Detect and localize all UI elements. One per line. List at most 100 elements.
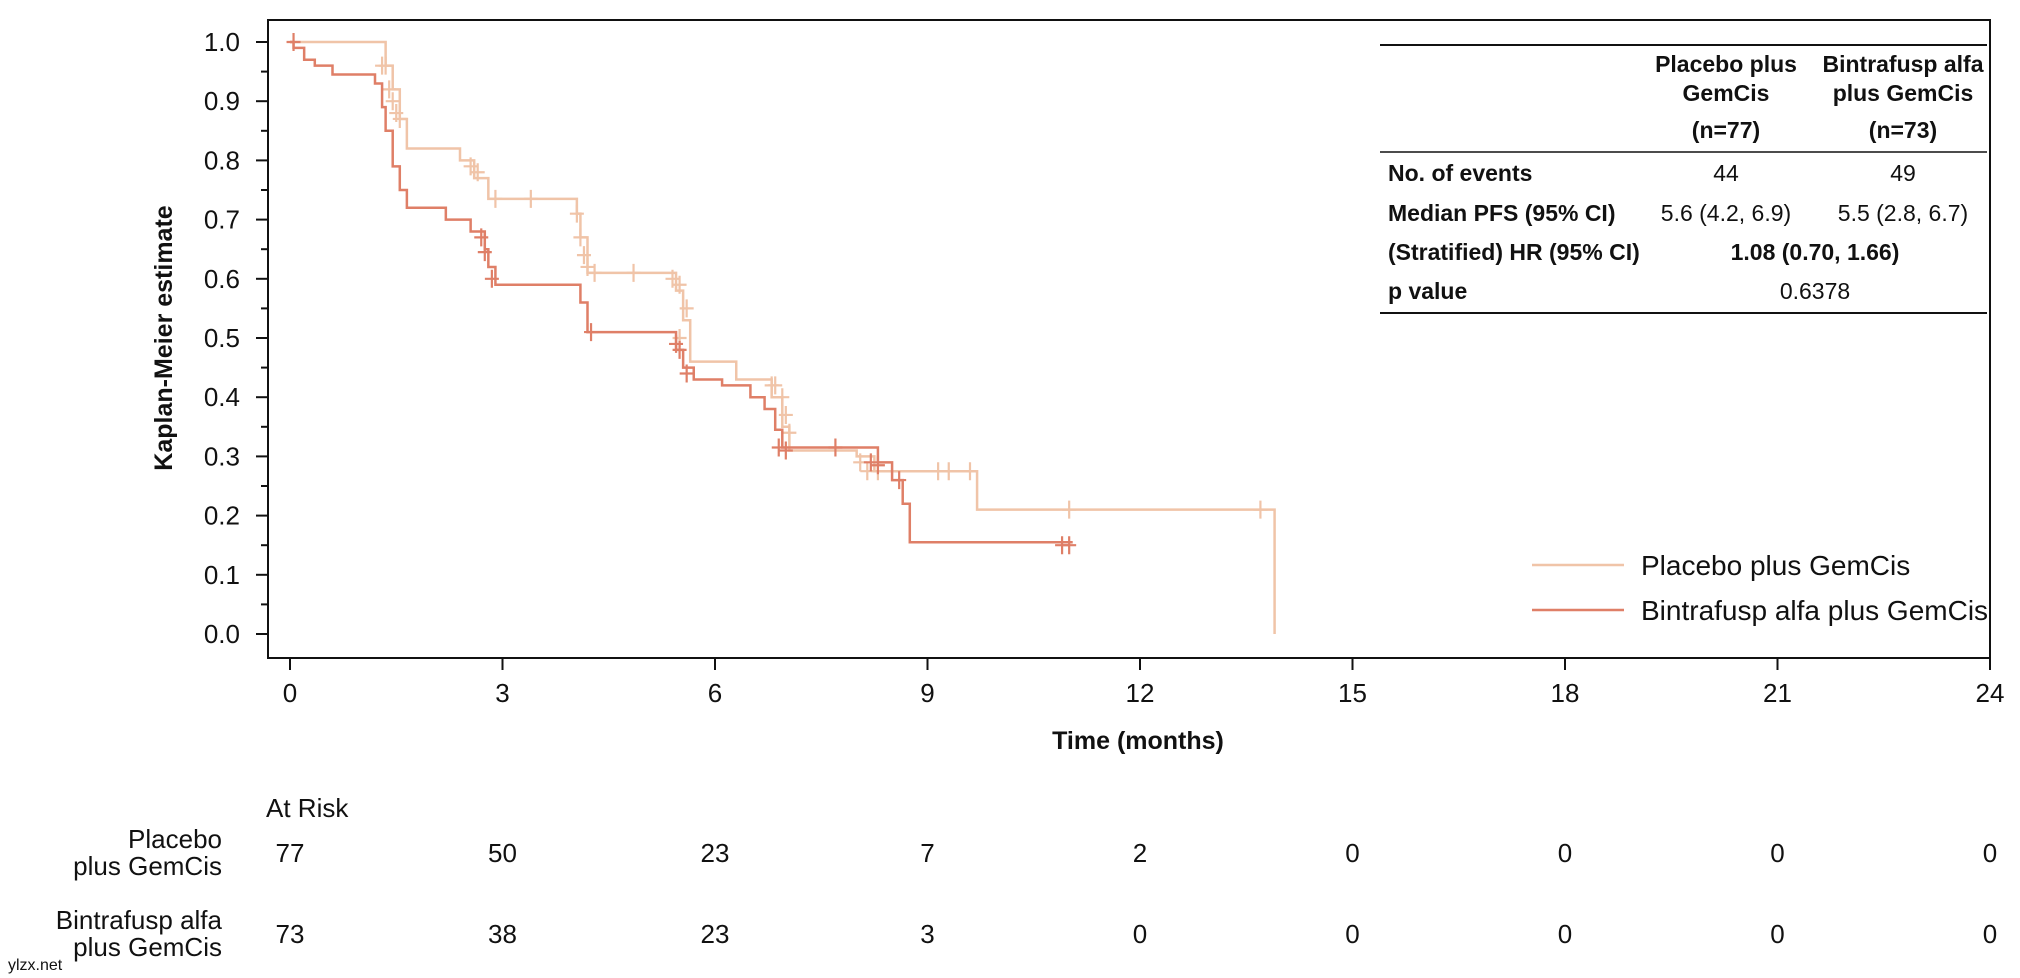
x-tick-label: 15 xyxy=(1338,678,1367,708)
table-row-hr-value: 1.08 (0.70, 1.66) xyxy=(1731,239,1900,265)
y-tick-label: 0.7 xyxy=(204,205,240,235)
at-risk-value: 77 xyxy=(276,838,305,868)
at-risk-value: 0 xyxy=(1770,838,1784,868)
censor-mark xyxy=(679,364,694,383)
censor-mark xyxy=(470,163,485,182)
at-risk-label-bintrafusp-line2: plus GemCis xyxy=(73,932,222,962)
table-col2-header-line1: Bintrafusp alfa xyxy=(1822,51,1983,77)
x-axis-title: Time (months) xyxy=(1052,727,1224,755)
censor-mark xyxy=(286,33,301,51)
at-risk-value: 0 xyxy=(1558,919,1572,949)
at-risk-label-placebo-line2: plus GemCis xyxy=(73,851,222,881)
censor-mark xyxy=(584,323,599,342)
table-row-median-bintrafusp: 5.5 (2.8, 6.7) xyxy=(1838,200,1968,226)
censor-mark xyxy=(576,246,591,265)
censor-mark xyxy=(569,204,584,223)
series-placebo xyxy=(290,40,1276,634)
table-row-hr-label: (Stratified) HR (95% CI) xyxy=(1388,239,1640,265)
at-risk-value: 50 xyxy=(488,838,517,868)
censor-mark xyxy=(828,438,843,457)
stats-table: Placebo plus GemCis (n=77) Bintrafusp al… xyxy=(1380,44,1987,314)
table-row-events-bintrafusp: 49 xyxy=(1890,160,1916,186)
at-risk-table: At Risk Placebo plus GemCis Bintrafusp a… xyxy=(56,793,1997,962)
censor-mark xyxy=(573,228,588,247)
at-risk-value: 23 xyxy=(701,838,730,868)
y-tick-label: 0.5 xyxy=(204,323,240,353)
censor-mark xyxy=(474,228,489,247)
censor-mark xyxy=(768,376,783,395)
at-risk-value: 23 xyxy=(701,919,730,949)
censor-mark xyxy=(385,92,400,111)
censor-mark xyxy=(463,157,478,176)
at-risk-value: 0 xyxy=(1133,919,1147,949)
censor-mark xyxy=(963,462,977,481)
x-tick-label: 24 xyxy=(1976,678,2005,708)
censor-mark xyxy=(1062,536,1077,555)
censor-mark xyxy=(941,462,956,481)
at-risk-value: 0 xyxy=(1345,838,1359,868)
censor-mark xyxy=(892,471,907,490)
at-risk-value: 73 xyxy=(276,919,305,949)
table-col2-header-line2: plus GemCis xyxy=(1833,80,1974,106)
at-risk-label-placebo-line1: Placebo xyxy=(128,824,222,854)
table-row-pvalue-label: p value xyxy=(1388,278,1467,304)
at-risk-value: 0 xyxy=(1983,838,1997,868)
table-row-events-placebo: 44 xyxy=(1713,160,1739,186)
censor-mark xyxy=(672,275,687,294)
at-risk-value: 3 xyxy=(920,919,934,949)
y-axis-title: Kaplan-Meier estimate xyxy=(150,205,178,470)
censor-mark xyxy=(392,109,407,128)
km-curve xyxy=(290,40,1276,634)
censor-mark xyxy=(679,299,694,318)
at-risk-value: 0 xyxy=(1558,838,1572,868)
censor-mark xyxy=(626,263,641,282)
table-row-events-label: No. of events xyxy=(1388,160,1532,186)
censor-mark xyxy=(484,269,499,288)
table-row-median-label: Median PFS (95% CI) xyxy=(1388,200,1615,226)
censor-mark xyxy=(870,456,885,475)
censor-mark xyxy=(580,257,595,276)
at-risk-value: 2 xyxy=(1133,838,1147,868)
x-tick-label: 12 xyxy=(1126,678,1155,708)
y-tick-label: 0.3 xyxy=(204,441,240,471)
y-tick-label: 0.6 xyxy=(204,264,240,294)
legend-label-bintrafusp: Bintrafusp alfa plus GemCis xyxy=(1641,595,1988,626)
censor-mark xyxy=(1062,500,1077,519)
y-axis: 0.0 0.1 0.2 0.3 0.4 0.5 0.6 0.7 0.8 0.9 1.0 xyxy=(204,27,268,649)
legend: Placebo plus GemCis Bintrafusp alfa plus… xyxy=(1532,550,1988,626)
y-tick-label: 1.0 xyxy=(204,27,240,57)
table-col1-header-line3: (n=77) xyxy=(1692,117,1760,143)
at-risk-title: At Risk xyxy=(266,793,349,823)
at-risk-value: 0 xyxy=(1770,919,1784,949)
censor-mark xyxy=(587,263,602,282)
y-tick-label: 0.4 xyxy=(204,382,240,412)
x-tick-label: 3 xyxy=(495,678,509,708)
table-row-pvalue-value: 0.6378 xyxy=(1780,278,1850,304)
table-col1-header-line2: GemCis xyxy=(1683,80,1770,106)
x-tick-label: 6 xyxy=(708,678,722,708)
censor-mark xyxy=(863,453,878,472)
y-tick-label: 0.2 xyxy=(204,501,240,531)
y-tick-label: 0.0 xyxy=(204,619,240,649)
censor-mark xyxy=(778,405,793,424)
censor-mark xyxy=(775,388,790,407)
censor-mark xyxy=(523,189,538,208)
censor-mark xyxy=(782,423,797,442)
table-col1-header-line1: Placebo plus xyxy=(1655,51,1797,77)
x-tick-label: 9 xyxy=(920,678,934,708)
censor-mark xyxy=(477,243,492,262)
censor-mark xyxy=(665,269,680,288)
x-tick-label: 0 xyxy=(283,678,297,708)
watermark: ylzx.net xyxy=(8,957,63,974)
x-tick-label: 18 xyxy=(1551,678,1580,708)
at-risk-value: 0 xyxy=(1345,919,1359,949)
at-risk-value: 7 xyxy=(920,838,934,868)
x-axis: 0 3 6 9 12 15 18 21 24 xyxy=(283,658,2005,708)
x-tick-label: 21 xyxy=(1763,678,1792,708)
censor-mark xyxy=(771,438,786,457)
y-tick-label: 0.9 xyxy=(204,86,240,116)
y-tick-label: 0.1 xyxy=(204,560,240,590)
at-risk-label-bintrafusp-line1: Bintrafusp alfa xyxy=(56,905,223,935)
table-row-median-placebo: 5.6 (4.2, 6.9) xyxy=(1661,200,1791,226)
